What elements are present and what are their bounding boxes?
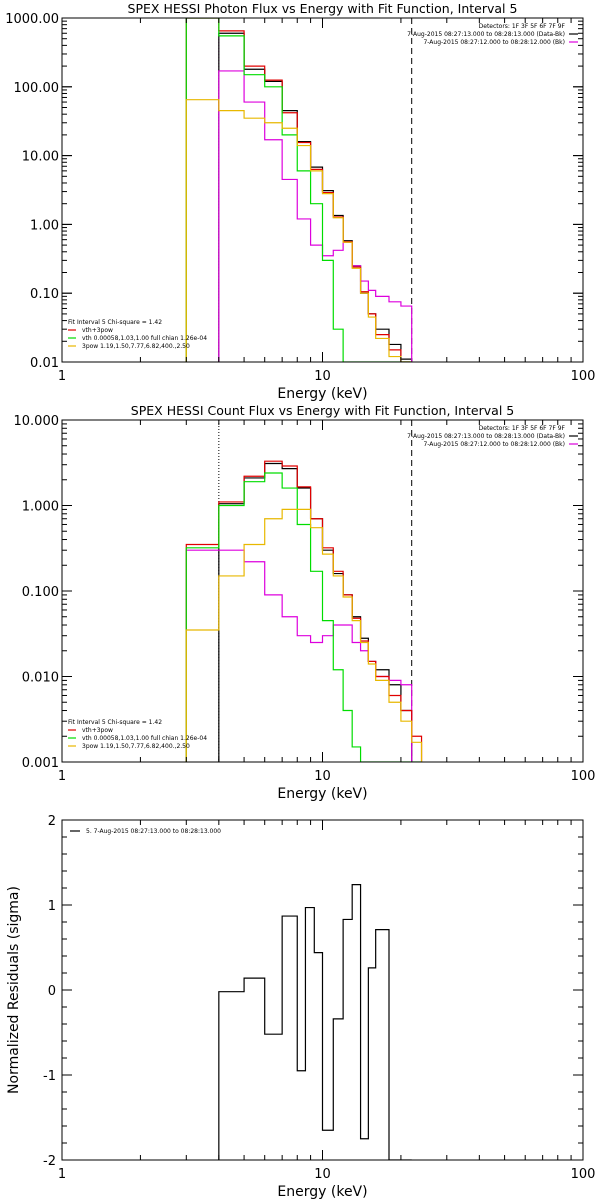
y-tick-label: 0.01: [30, 356, 59, 371]
info-line: Detectors: 1F 3F 5F 6F 7F 9F: [479, 23, 566, 30]
y-tick-label: 2: [48, 814, 56, 829]
legend: Fit Interval 5 Chi-square = 1.42vth+3pow…: [68, 719, 207, 750]
legend: 5. 7-Aug-2015 08:27:13.000 to 08:28:13.0…: [70, 828, 221, 835]
info-line: Detectors: 1F 3F 5F 6F 7F 9F: [479, 425, 566, 432]
info-line: 7-Aug-2015 08:27:13.000 to 08:28:13.000 …: [407, 433, 565, 440]
chart-panel-2: SPEX HESSI Count Flux vs Energy with Fit…: [14, 403, 596, 802]
y-axis-label: Normalized Residuals (sigma): [6, 886, 22, 1094]
x-axis-label: Energy (keV): [277, 786, 367, 802]
legend-label: vth 0.00058,1.03,1.00 full chian 1.26e-0…: [82, 335, 207, 342]
y-tick-label: 0: [48, 984, 56, 999]
legend-label: 5. 7-Aug-2015 08:27:13.000 to 08:28:13.0…: [86, 828, 221, 835]
x-axis: 1 10 100: [58, 18, 596, 384]
x-tick-label: 100: [571, 369, 596, 384]
legend-label: vth+3pow: [82, 727, 113, 734]
legend-header: Fit Interval 5 Chi-square = 1.42: [68, 719, 162, 726]
x-axis-label: Energy (keV): [277, 1184, 367, 1200]
y-tick-label: -1: [43, 1069, 56, 1084]
series-2-histogram: [185, 549, 413, 762]
legend: Fit Interval 5 Chi-square = 1.42vth+3pow…: [68, 319, 207, 350]
legend-label: vth 0.00058,1.03,1.00 full chian 1.26e-0…: [82, 735, 207, 742]
series-4-histogram: [185, 472, 422, 762]
y-tick-label: 1000.00: [5, 12, 59, 27]
x-axis: 1 10 100: [58, 820, 596, 1182]
y-axis: 0.01 0.10 1.00 10.00 100.00 1000.00: [5, 12, 583, 371]
chart-panel-3: 1 10 100 Energy (keV) -2 -1 0 1 2 Normalized Resi…: [6, 814, 595, 1200]
y-tick-label: 1.00: [30, 218, 59, 233]
x-axis: 1 10 100: [58, 420, 596, 784]
x-tick-label: 1: [58, 1167, 66, 1182]
y-tick-label: -2: [43, 1154, 56, 1169]
y-tick-label: 0.100: [22, 585, 59, 600]
plot-area: [185, 420, 423, 762]
series-3-histogram: [185, 18, 412, 362]
series-1-histogram: [218, 32, 413, 362]
series-1-histogram: [218, 462, 413, 762]
y-tick-label: 1.000: [22, 500, 59, 515]
chart-panel-1: SPEX HESSI Photon Flux vs Energy with Fi…: [5, 1, 595, 402]
info-line: 7-Aug-2015 08:27:12.000 to 08:28:12.000 …: [423, 39, 565, 46]
x-tick-label: 10: [314, 369, 331, 384]
series-4-histogram: [185, 18, 412, 362]
y-axis: -2 -1 0 1 2: [43, 814, 583, 1169]
legend-label: vth+3pow: [82, 327, 113, 334]
y-axis: 0.001 0.010 0.100 1.000 10.000: [14, 414, 583, 771]
plot-area: [185, 18, 413, 362]
y-tick-label: 0.001: [22, 756, 59, 771]
x-tick-label: 1: [58, 369, 66, 384]
legend-label: 3pow 1.19,1.50,7.77,6.82,400.,2.50: [82, 743, 190, 750]
y-tick-label: 100.00: [14, 81, 60, 96]
chart-title: SPEX HESSI Count Flux vs Energy with Fit…: [131, 403, 514, 418]
y-tick-label: 0.010: [22, 671, 59, 686]
series-5-histogram: [185, 99, 412, 362]
y-tick-label: 10.00: [22, 150, 59, 165]
x-tick-label: 100: [571, 1167, 596, 1182]
series-1-histogram: [218, 884, 412, 1160]
x-tick-label: 100: [571, 769, 596, 784]
legend-header: Fit Interval 5 Chi-square = 1.42: [68, 319, 162, 326]
chart-title: SPEX HESSI Photon Flux vs Energy with Fi…: [128, 1, 518, 16]
info-line: 7-Aug-2015 08:27:12.000 to 08:28:12.000 …: [423, 441, 565, 448]
info-line: 7-Aug-2015 08:27:13.000 to 08:28:13.000 …: [407, 31, 565, 38]
series-3-histogram: [185, 460, 423, 762]
legend-label: 3pow 1.19,1.50,7.77,6.82,400.,2.50: [82, 343, 190, 350]
x-tick-label: 10: [314, 1167, 331, 1182]
plot-area: [218, 884, 412, 1160]
x-axis-label: Energy (keV): [277, 386, 367, 402]
y-tick-label: 10.000: [14, 414, 60, 429]
y-tick-label: 1: [48, 899, 56, 914]
series-5-histogram: [185, 508, 423, 762]
y-tick-label: 0.10: [30, 287, 59, 302]
x-tick-label: 1: [58, 769, 66, 784]
x-tick-label: 10: [314, 769, 331, 784]
series-2-histogram: [218, 70, 413, 362]
